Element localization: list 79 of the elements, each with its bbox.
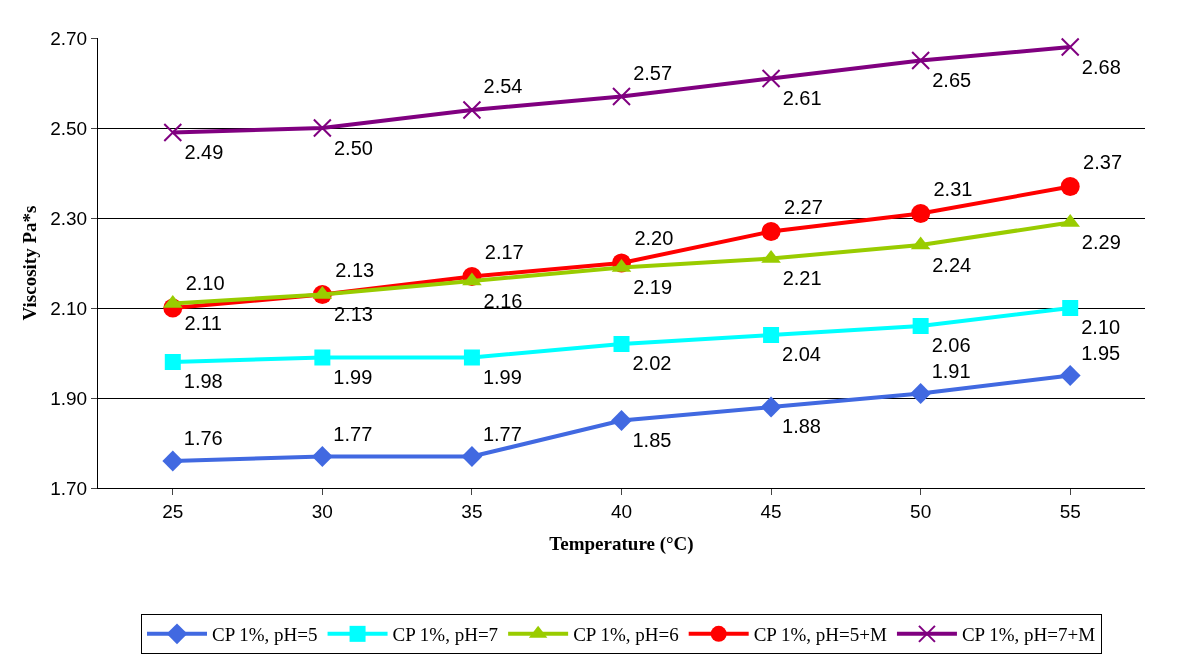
data-label: 2.65 bbox=[932, 69, 972, 92]
data-label: 2.24 bbox=[932, 253, 972, 276]
y-tick-label: 2.10 bbox=[50, 297, 88, 319]
x-tick-label: 50 bbox=[910, 500, 932, 522]
data-label: 2.37 bbox=[1083, 150, 1123, 173]
point bbox=[912, 318, 929, 334]
data-label: 2.02 bbox=[632, 352, 672, 374]
point bbox=[463, 349, 480, 366]
point bbox=[613, 336, 630, 352]
data-label: 2.04 bbox=[782, 343, 822, 365]
x-tick-label: 35 bbox=[461, 500, 483, 522]
x-tick-label: 55 bbox=[1059, 500, 1081, 522]
data-label: 2.10 bbox=[1081, 316, 1121, 338]
data-label: 1.99 bbox=[333, 365, 373, 388]
y-tick-label: 2.70 bbox=[50, 27, 88, 49]
point bbox=[761, 69, 781, 88]
x-tick-label: 45 bbox=[760, 500, 782, 522]
y-tick-label: 1.70 bbox=[50, 477, 88, 499]
x-axis-title: Temperature (°C) bbox=[549, 532, 694, 555]
point bbox=[1060, 37, 1080, 57]
point bbox=[761, 222, 781, 241]
point bbox=[763, 327, 780, 343]
data-label: 2.10 bbox=[185, 272, 225, 295]
legend-label: CP 1%, pH=6 bbox=[573, 624, 679, 646]
data-label: 2.27 bbox=[783, 195, 823, 218]
point bbox=[911, 51, 931, 70]
point bbox=[910, 383, 932, 404]
point bbox=[1060, 177, 1080, 196]
data-label: 2.19 bbox=[633, 276, 673, 299]
data-label: 2.20 bbox=[634, 227, 674, 250]
data-label: 2.57 bbox=[633, 61, 673, 84]
y-tick-label: 2.50 bbox=[50, 117, 88, 139]
legend-label: CP 1%, pH=7 bbox=[392, 624, 499, 646]
data-label: 2.29 bbox=[1081, 231, 1121, 254]
data-label: 1.95 bbox=[1081, 341, 1121, 364]
y-tick-label: 2.30 bbox=[50, 207, 88, 229]
data-label: 2.54 bbox=[483, 75, 523, 98]
x-tick-label: 30 bbox=[311, 500, 333, 522]
point bbox=[314, 349, 331, 366]
point bbox=[1062, 300, 1079, 316]
point bbox=[760, 396, 782, 418]
point bbox=[311, 446, 333, 467]
point bbox=[312, 118, 332, 138]
data-label: 2.06 bbox=[931, 334, 971, 356]
data-label: 2.50 bbox=[333, 136, 373, 159]
point bbox=[611, 410, 632, 431]
point bbox=[612, 87, 631, 106]
x-tick-label: 25 bbox=[162, 500, 184, 522]
data-label: 2.17 bbox=[484, 240, 524, 263]
data-label: 1.77 bbox=[333, 422, 373, 445]
data-label: 1.91 bbox=[931, 359, 971, 382]
y-axis-title: Viscosity Pa*s bbox=[19, 205, 41, 321]
point bbox=[162, 450, 184, 472]
legend-label: CP 1%, pH=5+M bbox=[753, 624, 887, 646]
point bbox=[164, 354, 181, 370]
data-label: 2.61 bbox=[782, 87, 822, 110]
data-label: 2.11 bbox=[184, 312, 222, 335]
data-label: 2.31 bbox=[933, 177, 973, 200]
point bbox=[911, 204, 931, 223]
data-label: 1.99 bbox=[482, 365, 522, 388]
point bbox=[462, 100, 482, 120]
data-label: 1.85 bbox=[632, 428, 672, 451]
data-label: 2.16 bbox=[483, 289, 523, 312]
point bbox=[462, 272, 482, 286]
data-label: 2.13 bbox=[335, 258, 375, 281]
data-label: 1.98 bbox=[183, 370, 223, 392]
y-tick-label: 1.90 bbox=[50, 387, 88, 409]
point bbox=[1059, 365, 1081, 386]
x-tick-label: 40 bbox=[610, 500, 633, 522]
point bbox=[163, 123, 183, 142]
data-label: 2.21 bbox=[782, 267, 822, 290]
point bbox=[461, 446, 483, 467]
data-label: 1.88 bbox=[782, 415, 822, 437]
data-label: 1.77 bbox=[482, 422, 522, 445]
legend-label: CP 1%, pH=5 bbox=[212, 624, 318, 646]
data-label: 2.68 bbox=[1081, 55, 1121, 78]
legend-label: CP 1%, pH=7+M bbox=[961, 624, 1096, 646]
data-label: 1.76 bbox=[183, 427, 223, 449]
data-label: 2.49 bbox=[184, 141, 224, 164]
